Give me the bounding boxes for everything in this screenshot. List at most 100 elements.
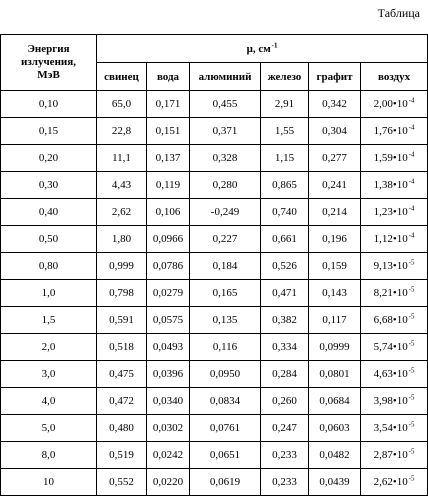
value-cell: 1,15 bbox=[261, 145, 309, 172]
energy-cell: 4,0 bbox=[1, 388, 97, 415]
air-value-cell: 2,62•10 -5 bbox=[361, 469, 428, 496]
value-cell: 0,184 bbox=[190, 253, 261, 280]
energy-cell: 2,0 bbox=[1, 334, 97, 361]
value-cell: 0,591 bbox=[97, 307, 147, 334]
value-cell: 0,552 bbox=[97, 469, 147, 496]
table-row: 0,800,9990,07860,1840,5260,1599,13•10 -5 bbox=[1, 253, 428, 280]
value-cell: 0,382 bbox=[261, 307, 309, 334]
mu-label: μ, см bbox=[247, 43, 271, 55]
air-exponent: -5 bbox=[409, 420, 415, 428]
mu-exponent: -1 bbox=[272, 41, 278, 49]
value-cell: 0,0786 bbox=[147, 253, 190, 280]
air-exponent: -4 bbox=[409, 150, 415, 158]
value-cell: 0,740 bbox=[261, 199, 309, 226]
air-exponent: -5 bbox=[409, 447, 415, 455]
energy-cell: 0,30 bbox=[1, 172, 97, 199]
air-value-cell: 1,38•10 -4 bbox=[361, 172, 428, 199]
value-cell: 0,0801 bbox=[309, 361, 361, 388]
value-cell: 0,196 bbox=[309, 226, 361, 253]
air-mantissa: 8,21•10 bbox=[374, 287, 408, 299]
material-header: железо bbox=[261, 63, 309, 91]
value-cell: 0,165 bbox=[190, 280, 261, 307]
value-cell: 0,137 bbox=[147, 145, 190, 172]
value-cell: 0,233 bbox=[261, 442, 309, 469]
value-cell: 0,143 bbox=[309, 280, 361, 307]
value-cell: 0,526 bbox=[261, 253, 309, 280]
air-mantissa: 1,59•10 bbox=[374, 152, 408, 164]
table-row: 0,501,800,09660,2270,6610,1961,12•10 -4 bbox=[1, 226, 428, 253]
value-cell: 0,277 bbox=[309, 145, 361, 172]
value-cell: 0,227 bbox=[190, 226, 261, 253]
energy-cell: 5,0 bbox=[1, 415, 97, 442]
air-exponent: -4 bbox=[409, 204, 415, 212]
air-exponent: -4 bbox=[409, 96, 415, 104]
value-cell: 0,0834 bbox=[190, 388, 261, 415]
air-exponent: -5 bbox=[409, 339, 415, 347]
air-mantissa: 1,38•10 bbox=[374, 179, 408, 191]
air-exponent: -5 bbox=[409, 258, 415, 266]
value-cell: 0,0999 bbox=[309, 334, 361, 361]
value-cell: 0,371 bbox=[190, 118, 261, 145]
value-cell: 0,798 bbox=[97, 280, 147, 307]
table-body: 0,1065,00,1710,4552,910,3422,00•10 -40,1… bbox=[1, 91, 428, 496]
material-header: вода bbox=[147, 63, 190, 91]
value-cell: 0,106 bbox=[147, 199, 190, 226]
value-cell: 0,159 bbox=[309, 253, 361, 280]
value-cell: 0,342 bbox=[309, 91, 361, 118]
value-cell: 0,471 bbox=[261, 280, 309, 307]
energy-cell: 0,40 bbox=[1, 199, 97, 226]
value-cell: 65,0 bbox=[97, 91, 147, 118]
air-value-cell: 2,87•10 -5 bbox=[361, 442, 428, 469]
air-value-cell: 1,76•10 -4 bbox=[361, 118, 428, 145]
air-mantissa: 2,00•10 bbox=[374, 98, 408, 110]
value-cell: 0,865 bbox=[261, 172, 309, 199]
table-row: 1,50,5910,05750,1350,3820,1176,68•10 -5 bbox=[1, 307, 428, 334]
value-cell: 0,475 bbox=[97, 361, 147, 388]
energy-cell: 0,80 bbox=[1, 253, 97, 280]
value-cell: 0,151 bbox=[147, 118, 190, 145]
energy-cell: 1,5 bbox=[1, 307, 97, 334]
air-mantissa: 5,74•10 bbox=[374, 341, 408, 353]
value-cell: 0,518 bbox=[97, 334, 147, 361]
air-mantissa: 3,54•10 bbox=[374, 422, 408, 434]
value-cell: 0,280 bbox=[190, 172, 261, 199]
table-row: 0,1065,00,1710,4552,910,3422,00•10 -4 bbox=[1, 91, 428, 118]
air-mantissa: 2,87•10 bbox=[374, 449, 408, 461]
energy-cell: 3,0 bbox=[1, 361, 97, 388]
air-value-cell: 4,63•10 -5 bbox=[361, 361, 428, 388]
value-cell: 0,119 bbox=[147, 172, 190, 199]
value-cell: 2,91 bbox=[261, 91, 309, 118]
air-exponent: -5 bbox=[409, 312, 415, 320]
air-value-cell: 6,68•10 -5 bbox=[361, 307, 428, 334]
value-cell: 1,80 bbox=[97, 226, 147, 253]
value-cell: 2,62 bbox=[97, 199, 147, 226]
air-value-cell: 5,74•10 -5 bbox=[361, 334, 428, 361]
table-row: 2,00,5180,04930,1160,3340,09995,74•10 -5 bbox=[1, 334, 428, 361]
value-cell: 0,0493 bbox=[147, 334, 190, 361]
value-cell: 0,260 bbox=[261, 388, 309, 415]
value-cell: 0,117 bbox=[309, 307, 361, 334]
air-exponent: -4 bbox=[409, 177, 415, 185]
value-cell: 0,116 bbox=[190, 334, 261, 361]
energy-cell: 10 bbox=[1, 469, 97, 496]
value-cell: 0,661 bbox=[261, 226, 309, 253]
energy-cell: 1,0 bbox=[1, 280, 97, 307]
air-value-cell: 1,59•10 -4 bbox=[361, 145, 428, 172]
air-value-cell: 3,54•10 -5 bbox=[361, 415, 428, 442]
attenuation-table: Энергия излучения, МэВ μ, см -1 свинецво… bbox=[0, 34, 428, 496]
material-header: алюминий bbox=[190, 63, 261, 91]
air-mantissa: 2,62•10 bbox=[374, 476, 408, 488]
value-cell: 0,0950 bbox=[190, 361, 261, 388]
value-cell: 0,0619 bbox=[190, 469, 261, 496]
value-cell: 11,1 bbox=[97, 145, 147, 172]
energy-header-line2: излучения, bbox=[21, 56, 76, 68]
value-cell: 1,55 bbox=[261, 118, 309, 145]
table-row: 4,00,4720,03400,08340,2600,06843,98•10 -… bbox=[1, 388, 428, 415]
value-cell: 0,0340 bbox=[147, 388, 190, 415]
value-cell: 0,0302 bbox=[147, 415, 190, 442]
value-cell: 0,135 bbox=[190, 307, 261, 334]
air-exponent: -5 bbox=[409, 474, 415, 482]
energy-header-line1: Энергия bbox=[27, 43, 69, 55]
value-cell: 0,214 bbox=[309, 199, 361, 226]
value-cell: -0,249 bbox=[190, 199, 261, 226]
